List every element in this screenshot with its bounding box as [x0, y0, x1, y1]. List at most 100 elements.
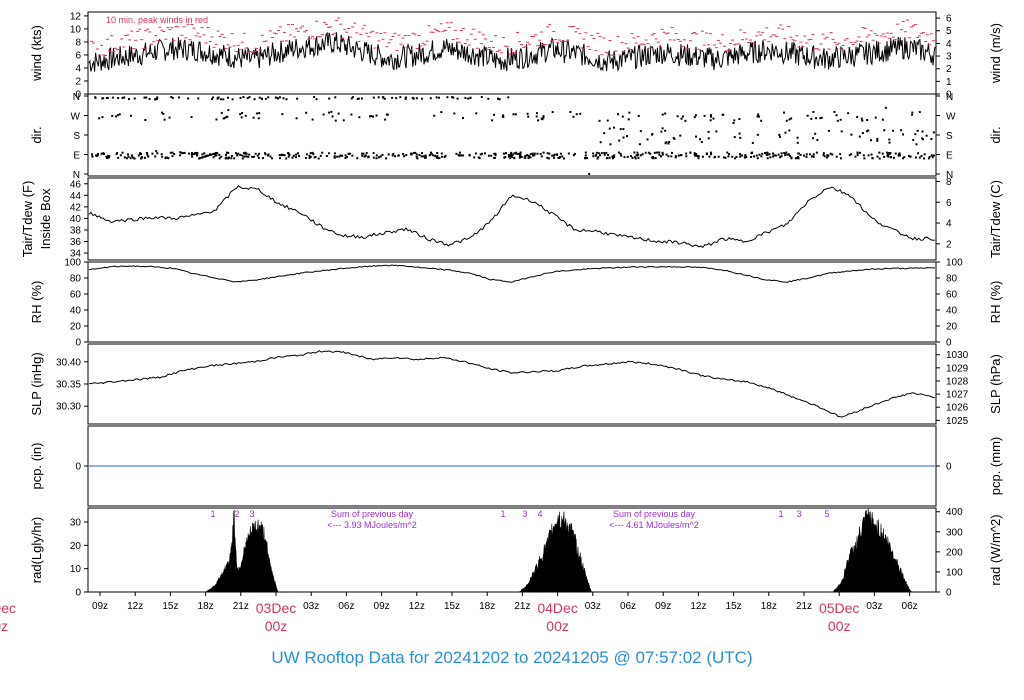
y-tick-label-right: 400 — [946, 507, 963, 518]
direction-mark — [509, 157, 512, 160]
direction-mark — [900, 129, 903, 132]
direction-mark — [494, 152, 497, 155]
direction-mark — [609, 143, 612, 146]
direction-mark — [797, 157, 800, 160]
direction-mark — [519, 153, 522, 156]
direction-mark — [236, 153, 239, 156]
radiation-area — [832, 507, 912, 593]
direction-mark — [458, 154, 461, 157]
direction-mark — [739, 153, 742, 156]
direction-mark — [694, 153, 697, 156]
direction-mark — [480, 96, 483, 98]
y-tick-label: 100 — [64, 258, 81, 269]
direction-mark — [195, 154, 198, 157]
direction-mark — [779, 135, 782, 138]
direction-mark — [475, 112, 478, 115]
direction-mark — [404, 96, 407, 99]
direction-mark — [572, 154, 575, 157]
direction-mark — [292, 154, 295, 157]
direction-mark — [267, 96, 270, 99]
direction-mark — [533, 152, 536, 155]
direction-mark — [168, 116, 171, 119]
radiation-sum-label: Sum of previous day — [613, 509, 696, 519]
direction-mark — [799, 153, 802, 156]
direction-mark — [469, 97, 472, 100]
direction-mark — [644, 151, 647, 154]
direction-mark — [773, 154, 776, 157]
direction-mark — [160, 111, 163, 114]
y-axis-label: dir. — [29, 126, 44, 143]
direction-mark — [403, 155, 406, 158]
y-tick-label: 44 — [70, 191, 82, 202]
direction-mark — [383, 97, 386, 100]
direction-mark — [541, 118, 544, 121]
series-line — [88, 184, 936, 249]
direction-mark — [661, 153, 664, 156]
direction-mark — [892, 156, 895, 159]
direction-mark — [755, 154, 758, 157]
direction-mark — [827, 129, 830, 132]
direction-mark — [239, 96, 242, 99]
direction-mark — [420, 155, 423, 158]
direction-mark — [395, 97, 398, 100]
direction-mark — [750, 155, 753, 158]
direction-mark — [405, 154, 408, 157]
x-hour-label: 18z — [761, 601, 777, 612]
direction-mark — [780, 152, 783, 155]
direction-mark — [921, 130, 924, 133]
direction-mark — [745, 155, 748, 158]
y-tick-label-right: E — [946, 151, 953, 162]
y-tick-label: 30.40 — [56, 357, 81, 368]
direction-mark — [297, 152, 300, 155]
y-tick-label-right: W — [946, 112, 956, 123]
direction-mark — [242, 152, 245, 155]
direction-mark — [574, 152, 577, 155]
direction-mark — [810, 155, 813, 158]
direction-mark — [387, 153, 390, 156]
direction-mark — [133, 157, 136, 160]
direction-mark — [451, 96, 454, 99]
direction-mark — [194, 151, 197, 154]
direction-mark — [567, 152, 570, 155]
direction-mark — [212, 156, 215, 159]
panel-2: dir. dir.N NE ES SW WN N — [29, 92, 1003, 181]
direction-mark — [215, 152, 218, 155]
direction-mark — [264, 153, 267, 156]
direction-mark — [493, 156, 496, 159]
direction-mark — [603, 153, 606, 156]
x-hour-label: 09z — [655, 601, 671, 612]
direction-mark — [535, 115, 538, 118]
direction-mark — [305, 111, 308, 114]
direction-mark — [766, 151, 769, 154]
direction-mark — [664, 142, 667, 145]
direction-mark — [870, 153, 873, 156]
direction-mark — [337, 112, 340, 115]
direction-mark — [360, 97, 363, 100]
direction-mark — [753, 155, 756, 158]
direction-mark — [218, 153, 221, 156]
direction-mark — [467, 97, 470, 100]
direction-mark — [664, 129, 667, 132]
y-tick-label-right: 80 — [946, 274, 958, 285]
direction-mark — [239, 153, 242, 156]
direction-mark — [685, 155, 688, 158]
direction-mark — [789, 155, 792, 158]
direction-mark — [424, 156, 427, 159]
direction-mark — [278, 154, 281, 157]
direction-mark — [848, 154, 851, 157]
direction-mark — [815, 117, 818, 120]
direction-mark — [436, 152, 439, 155]
direction-mark — [595, 151, 598, 154]
direction-mark — [876, 155, 879, 158]
direction-mark — [283, 154, 286, 157]
direction-mark — [208, 153, 211, 156]
direction-mark — [529, 153, 532, 156]
direction-mark — [333, 155, 336, 158]
y-tick-label: 30.30 — [56, 402, 81, 413]
direction-mark — [347, 152, 350, 155]
direction-mark — [685, 152, 688, 155]
direction-mark — [788, 129, 791, 132]
direction-mark — [727, 155, 730, 158]
direction-mark — [328, 111, 331, 114]
direction-mark — [631, 156, 634, 159]
